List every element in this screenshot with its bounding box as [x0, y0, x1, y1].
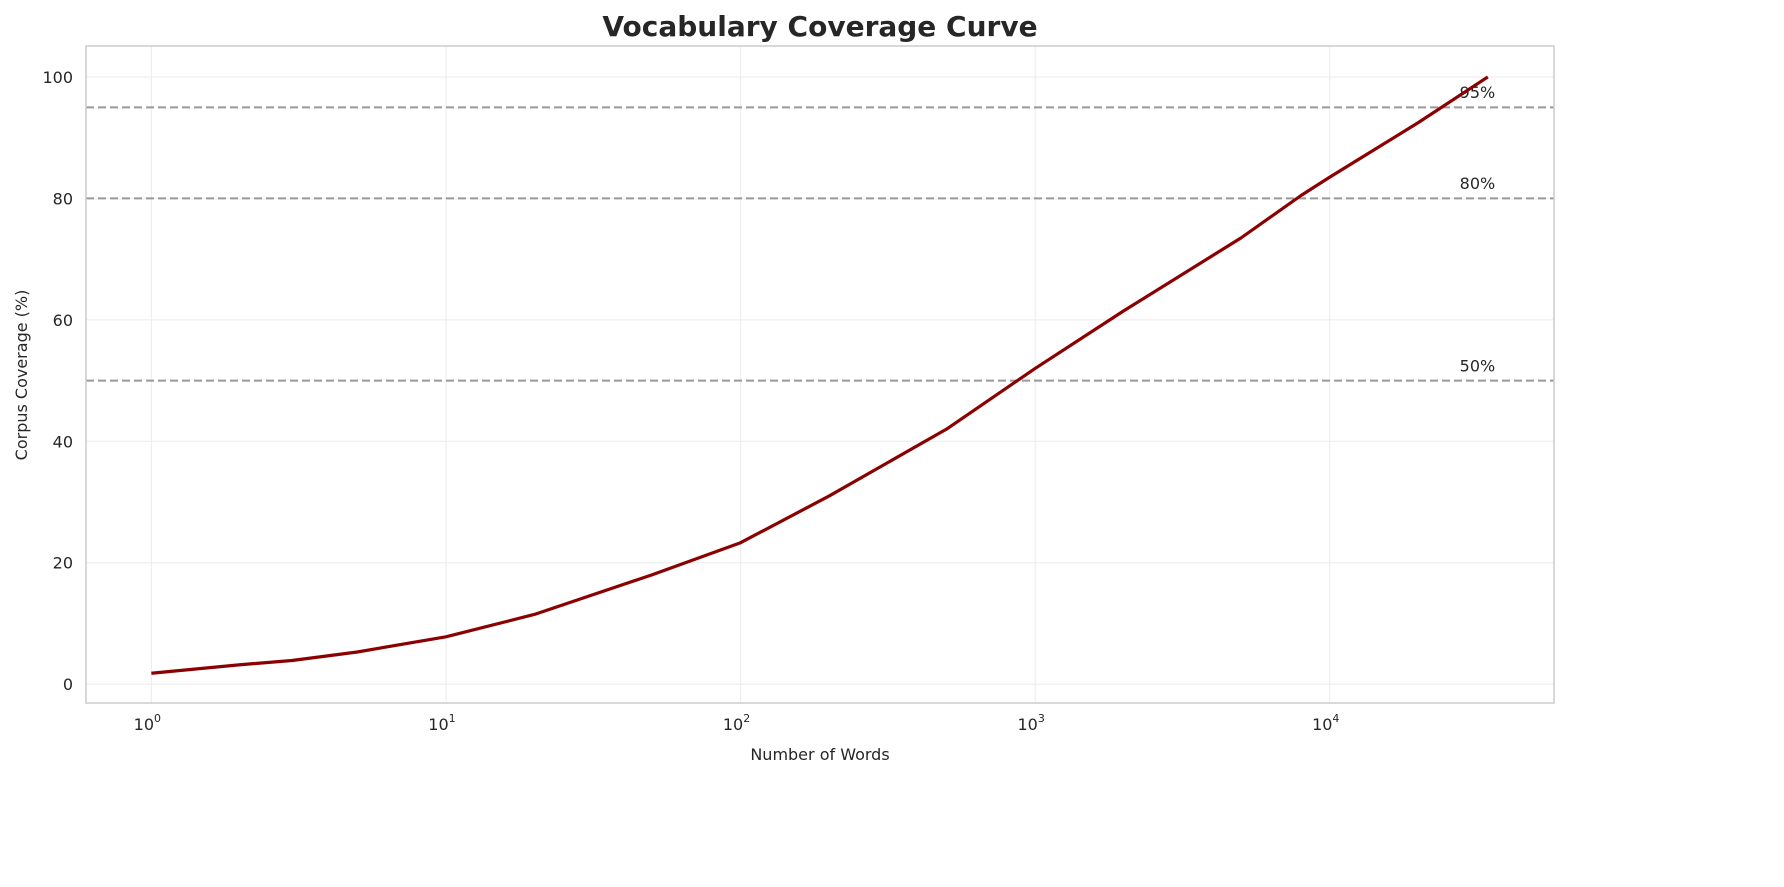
x-axis-label: Number of Words — [750, 745, 889, 764]
y-axis-label: Corpus Coverage (%) — [12, 290, 31, 461]
y-tick-label: 20 — [53, 554, 73, 573]
y-tick-label: 0 — [63, 675, 73, 694]
reference-label: 80% — [1460, 174, 1496, 193]
coverage-line — [151, 75, 1489, 675]
plot-frame — [85, 45, 1555, 704]
y-tick-label: 80 — [53, 189, 73, 208]
reference-label: 50% — [1460, 356, 1496, 375]
x-tick-label: 101 — [428, 712, 455, 734]
y-tick-label: 60 — [53, 311, 73, 330]
y-tick-label: 40 — [53, 432, 73, 451]
x-tick-label: 100 — [134, 712, 161, 734]
chart-title: Vocabulary Coverage Curve — [602, 10, 1037, 43]
x-tick-label: 104 — [1312, 712, 1339, 734]
x-tick-label: 103 — [1017, 712, 1044, 734]
y-tick-label: 100 — [42, 68, 73, 87]
x-tick-label: 102 — [723, 712, 750, 734]
